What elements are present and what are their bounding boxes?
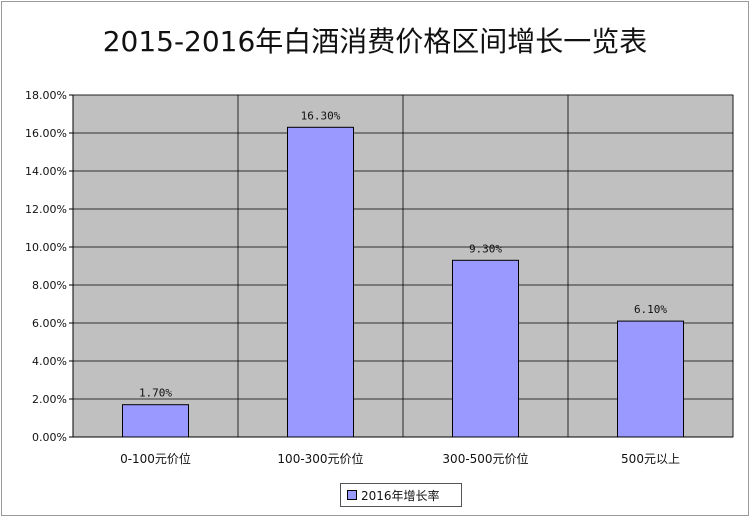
data-label: 9.30% — [469, 242, 502, 255]
y-tick-label: 8.00% — [32, 279, 67, 292]
y-tick-label: 0.00% — [32, 431, 67, 444]
x-tick-label: 300-500元价位 — [442, 451, 528, 466]
data-label: 1.70% — [139, 387, 172, 400]
legend-swatch — [347, 490, 357, 500]
x-tick-label: 500元以上 — [621, 452, 680, 466]
y-tick-label: 14.00% — [25, 165, 67, 178]
bar — [452, 259, 519, 438]
bar — [122, 404, 189, 438]
chart-title: 2015-2016年白酒消费价格区间增长一览表 — [102, 25, 648, 58]
y-tick-label: 2.00% — [32, 393, 67, 406]
y-tick-label: 4.00% — [32, 355, 67, 368]
bar — [287, 126, 354, 438]
y-tick-label: 6.00% — [32, 317, 67, 330]
bar — [617, 320, 684, 438]
data-label: 16.30% — [301, 109, 341, 122]
y-tick-label: 18.00% — [25, 89, 67, 102]
y-tick-label: 10.00% — [25, 241, 67, 254]
x-tick-label: 100-300元价位 — [277, 451, 363, 466]
y-tick-label: 16.00% — [25, 127, 67, 140]
legend: 2016年增长率 — [340, 483, 462, 507]
x-tick-label: 0-100元价位 — [120, 451, 191, 466]
y-tick-label: 12.00% — [25, 203, 67, 216]
data-label: 6.10% — [634, 303, 667, 316]
legend-label: 2016年增长率 — [361, 488, 440, 503]
